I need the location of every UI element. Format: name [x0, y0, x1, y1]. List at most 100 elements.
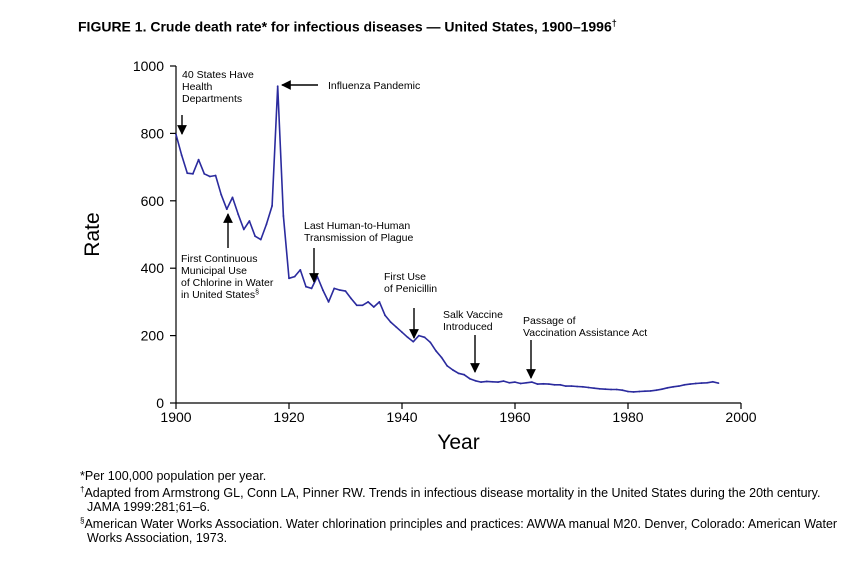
- data-point-1980: [627, 390, 629, 393]
- data-point-1930: [344, 290, 347, 293]
- annotation-influenza-pandemic: Influenza Pandemic: [328, 80, 420, 92]
- data-point-1920: [288, 277, 290, 280]
- data-point-1945: [429, 341, 432, 344]
- data-point-1929: [338, 289, 341, 292]
- footnote-3: §American Water Works Association. Water…: [80, 514, 850, 545]
- data-point-1935: [372, 306, 375, 308]
- data-point-1910: [231, 196, 234, 199]
- footnotes: *Per 100,000 population per year. †Adapt…: [80, 469, 850, 545]
- figure-title-marker: †: [611, 18, 617, 28]
- annotation-chlorine-marker: §: [255, 289, 259, 296]
- x-axis-title: Year: [437, 431, 479, 454]
- data-point-1922: [299, 268, 302, 271]
- data-point-1914: [254, 235, 256, 238]
- data-point-1973: [587, 386, 590, 389]
- data-point-1917: [271, 204, 273, 207]
- data-point-1934: [367, 301, 369, 303]
- data-point-1969: [564, 385, 567, 388]
- data-point-1988: [672, 385, 675, 388]
- data-point-1958: [502, 380, 505, 382]
- data-point-1962: [525, 381, 528, 384]
- y-axis-title: Rate: [81, 212, 104, 256]
- data-point-1985: [655, 389, 658, 392]
- data-point-1902: [186, 172, 189, 175]
- data-point-1924: [310, 287, 313, 290]
- data-point-1948: [446, 365, 449, 367]
- annotation-penicillin: First Use of Penicillin: [384, 271, 437, 295]
- x-tick-label-1940: 1940: [386, 409, 417, 425]
- data-point-1987: [666, 386, 669, 389]
- x-tick-label-1980: 1980: [612, 409, 643, 425]
- data-point-1939: [395, 326, 398, 329]
- line-chart: 0 200 400 600 800 1000 1900 1920 1940 1960 1980 200…: [81, 58, 757, 454]
- data-point-1950: [457, 372, 460, 375]
- data-point-1970: [570, 385, 573, 388]
- data-point-1951: [463, 373, 466, 376]
- data-point-1993: [700, 382, 703, 385]
- data-point-1907: [214, 174, 217, 177]
- data-point-1905: [203, 172, 206, 175]
- data-point-1946: [435, 349, 437, 352]
- data-point-1957: [497, 381, 499, 384]
- data-point-1986: [661, 388, 663, 391]
- y-tick-label-1000: 1000: [133, 58, 164, 74]
- data-point-1921: [293, 275, 296, 278]
- data-point-1966: [548, 383, 550, 386]
- data-point-1942: [412, 340, 415, 343]
- data-point-1908: [220, 193, 223, 196]
- data-point-1932: [355, 304, 358, 307]
- data-point-1901: [180, 154, 183, 157]
- annotation-health-departments: 40 States Have Health Departments: [182, 69, 254, 105]
- y-tick-label-0: 0: [156, 395, 164, 411]
- data-point-1974: [593, 387, 595, 390]
- data-point-1931: [350, 297, 353, 300]
- data-point-1925: [316, 275, 319, 278]
- data-point-1952: [468, 377, 471, 380]
- data-point-1912: [242, 228, 245, 231]
- data-point-1991: [689, 383, 692, 386]
- data-point-1992: [694, 382, 697, 385]
- data-point-1953: [474, 379, 477, 382]
- data-point-1909: [225, 208, 228, 211]
- annotation-plague: Last Human-to-Human Transmission of Plagu…: [304, 220, 413, 244]
- data-point-1982: [638, 390, 641, 393]
- annotation-salk-vaccine: Salk Vaccine Introduced: [443, 309, 503, 333]
- data-point-1977: [610, 388, 612, 391]
- y-tick-label-600: 600: [141, 193, 165, 209]
- footnote-3-marker: §: [80, 516, 85, 526]
- data-point-1916: [265, 223, 268, 226]
- footnote-1-marker: *: [80, 469, 85, 483]
- data-point-1919: [282, 215, 285, 217]
- data-point-1971: [576, 385, 579, 388]
- x-tick-label-1900: 1900: [160, 409, 191, 425]
- data-point-1979: [621, 389, 624, 392]
- data-point-1918: [276, 85, 279, 88]
- y-tick-label-800: 800: [141, 125, 165, 141]
- data-point-1984: [649, 389, 652, 392]
- data-point-1954: [480, 381, 482, 384]
- data-point-1996: [717, 382, 720, 385]
- data-point-1976: [604, 388, 607, 391]
- figure-title: FIGURE 1. Crude death rate* for infectio…: [78, 18, 617, 35]
- data-point-1903: [192, 172, 194, 175]
- data-point-1936: [378, 301, 381, 303]
- data-point-1964: [536, 383, 539, 386]
- data-point-1968: [559, 383, 562, 386]
- data-point-1994: [706, 381, 708, 384]
- data-point-1926: [322, 289, 324, 292]
- data-point-1923: [305, 285, 307, 288]
- data-point-1906: [209, 175, 211, 178]
- data-point-1989: [677, 385, 680, 388]
- data-point-1975: [598, 387, 601, 390]
- data-point-1956: [491, 380, 494, 383]
- data-point-1959: [508, 381, 511, 384]
- data-point-1941: [406, 336, 409, 339]
- footnote-2-text: Adapted from Armstrong GL, Conn LA, Pinn…: [84, 486, 821, 515]
- data-point-1938: [389, 321, 392, 324]
- data-point-1900: [175, 133, 177, 136]
- data-point-1995: [711, 380, 714, 383]
- data-point-1913: [248, 220, 251, 222]
- data-point-1955: [485, 380, 488, 383]
- data-point-1983: [644, 390, 646, 393]
- x-tick-label-2000: 2000: [725, 409, 756, 425]
